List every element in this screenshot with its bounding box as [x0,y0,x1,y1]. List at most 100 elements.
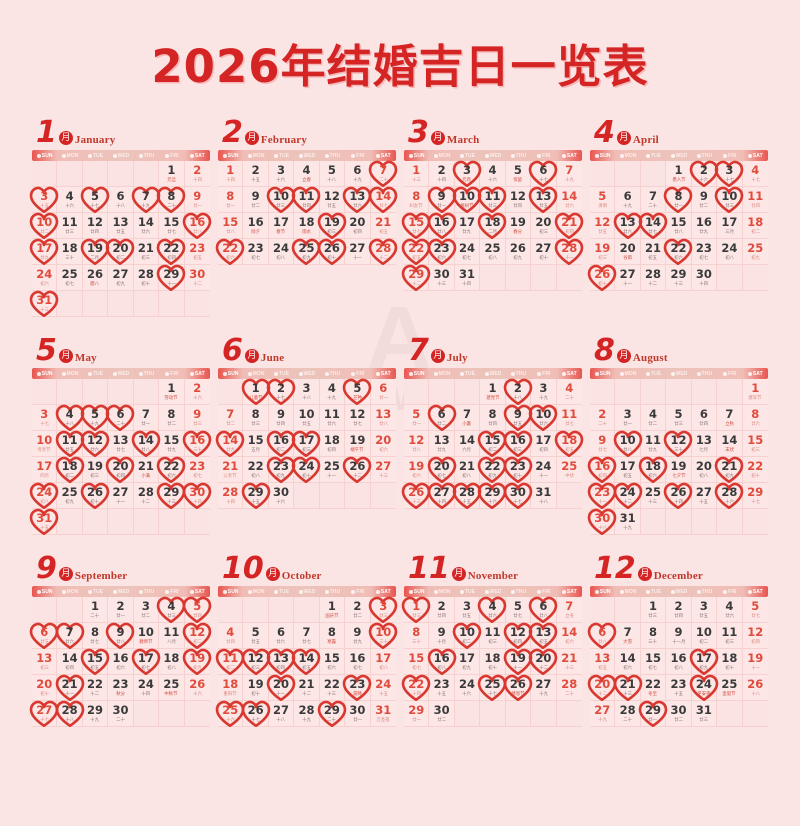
day-cell[interactable]: 9 十月 [429,623,455,649]
day-cell[interactable]: 20 初二 [106,238,135,265]
day-cell[interactable]: 5 惊蛰 [505,161,532,187]
day-cell[interactable]: 22 十三 [319,675,346,701]
day-cell[interactable]: 7 立冬 [556,597,582,623]
day-cell[interactable]: 26 十六 [184,675,210,701]
day-cell[interactable]: 14 廿七 [369,186,398,213]
day-cell[interactable]: 17 初八 [370,649,396,675]
day-cell[interactable]: 24 初七 [454,239,481,265]
day-cell[interactable]: 19 初三 [317,212,347,239]
day-cell[interactable]: 2 十五 [243,161,269,187]
day-cell[interactable]: 20 十二 [587,674,617,701]
day-cell[interactable]: 15 初二 [478,430,507,457]
day-cell[interactable]: 3 十六 [268,161,295,187]
day-cell[interactable]: 6 十九 [615,187,641,213]
day-cell[interactable]: 28 十五 [452,482,482,509]
day-cell[interactable]: 18 初十 [717,649,743,675]
day-cell[interactable]: 25 中伏 [556,457,582,483]
day-cell[interactable]: 17 初九 [689,648,719,675]
day-cell[interactable]: 17 初五 [615,457,641,483]
day-cell[interactable]: 13 七月 [691,431,718,457]
day-cell[interactable]: 5 廿三 [666,405,692,431]
day-cell[interactable]: 21 初八 [454,457,481,483]
day-cell[interactable]: 16 除夕 [243,213,269,239]
day-cell[interactable]: 27 十七 [29,700,59,727]
day-cell[interactable]: 12 廿四 [82,213,109,239]
day-cell[interactable]: 18 初二 [742,213,768,239]
day-cell[interactable]: 9 廿七 [590,431,616,457]
day-cell[interactable]: 30 十六 [268,483,295,509]
day-cell[interactable]: 15 初六 [319,649,346,675]
day-cell[interactable]: 24 初六 [32,265,58,291]
day-cell[interactable]: 23 初五 [184,239,210,265]
day-cell[interactable]: 1 十三 [404,161,430,187]
day-cell[interactable]: 21 十三 [556,649,582,675]
day-cell[interactable]: 18 初五 [555,430,584,457]
day-cell[interactable]: 20 初八 [691,457,718,483]
day-cell[interactable]: 20 初十 [32,675,58,701]
day-cell[interactable]: 22 初十 [742,457,768,483]
day-cell[interactable]: 10 初二 [452,622,482,649]
day-cell[interactable]: 17 四月 [32,457,58,483]
day-cell[interactable]: 1 廿三 [401,596,431,623]
day-cell[interactable]: 30 二十 [108,701,134,727]
day-cell[interactable]: 26 腊八 [82,265,109,291]
day-cell[interactable]: 4 廿四 [218,623,244,649]
day-cell[interactable]: 10 廿二 [29,212,59,239]
day-cell[interactable]: 23 初十 [503,456,533,483]
day-cell[interactable]: 16 初二 [266,430,296,457]
day-cell[interactable]: 5 十九 [80,404,110,431]
day-cell[interactable]: 6 十七 [529,160,558,187]
day-cell[interactable]: 8 廿四 [480,405,506,431]
day-cell[interactable]: 22 初四 [157,238,186,265]
day-cell[interactable]: 31 十五 [29,508,59,535]
day-cell[interactable]: 12 廿六 [80,430,110,457]
day-cell[interactable]: 8 廿三 [243,405,269,431]
day-cell[interactable]: 1 国庆节 [319,597,346,623]
day-cell[interactable]: 14 廿七 [638,212,668,239]
day-cell[interactable]: 28 十二 [133,483,160,509]
day-cell[interactable]: 13 廿五 [529,186,558,213]
day-cell[interactable]: 21 十二 [294,675,320,701]
day-cell[interactable]: 25 初七 [57,265,83,291]
day-cell[interactable]: 21 初九 [715,456,744,483]
day-cell[interactable]: 1 元旦 [159,161,185,187]
day-cell[interactable]: 11 廿三 [478,186,507,213]
day-cell[interactable]: 18 二月 [478,212,507,239]
day-cell[interactable]: 12 廿五 [590,213,616,239]
day-cell[interactable]: 20 初七 [427,456,456,483]
day-cell[interactable]: 12 初四 [503,622,533,649]
day-cell[interactable]: 1 廿三 [640,597,667,623]
day-cell[interactable]: 9 廿九 [345,623,371,649]
day-cell[interactable]: 27 初十 [531,239,557,265]
day-cell[interactable]: 4 立春 [294,161,320,187]
day-cell[interactable]: 28 十二 [369,238,398,265]
day-cell[interactable]: 4 二十 [556,379,582,405]
day-cell[interactable]: 8 廿一 [664,186,693,213]
day-cell[interactable]: 7 小暑 [454,405,481,431]
day-cell[interactable]: 25 十一 [319,457,346,483]
day-cell[interactable]: 4 十六 [57,187,83,213]
day-cell[interactable]: 23 初七 [691,239,718,265]
day-cell[interactable]: 24 初十 [292,456,321,483]
day-cell[interactable]: 10 教师节 [133,623,160,649]
day-cell[interactable]: 16 初六 [108,649,134,675]
day-cell[interactable]: 27 十八 [268,701,295,727]
day-cell[interactable]: 7 十九 [556,161,582,187]
day-cell[interactable]: 30 十四 [691,265,718,291]
day-cell[interactable]: 21 十一 [55,674,84,701]
day-cell[interactable]: 2 十四 [429,161,455,187]
day-cell[interactable]: 23 初七 [243,239,269,265]
day-cell[interactable]: 14 六月 [454,431,481,457]
day-cell[interactable]: 14 初六 [615,649,641,675]
day-cell[interactable]: 23 十五 [666,675,692,701]
day-cell[interactable]: 29 十三 [157,482,186,509]
day-cell[interactable]: 16 初八 [666,649,692,675]
day-cell[interactable]: 6 廿八 [587,622,617,649]
day-cell[interactable]: 24 十二 [613,482,642,509]
day-cell[interactable]: 12 初二 [183,622,212,649]
day-cell[interactable]: 13 初五 [590,649,616,675]
day-cell[interactable]: 26 初九 [505,239,532,265]
day-cell[interactable]: 7 廿六 [55,622,84,649]
day-cell[interactable]: 7 二十 [369,160,398,187]
day-cell[interactable]: 31 廿三 [691,701,718,727]
